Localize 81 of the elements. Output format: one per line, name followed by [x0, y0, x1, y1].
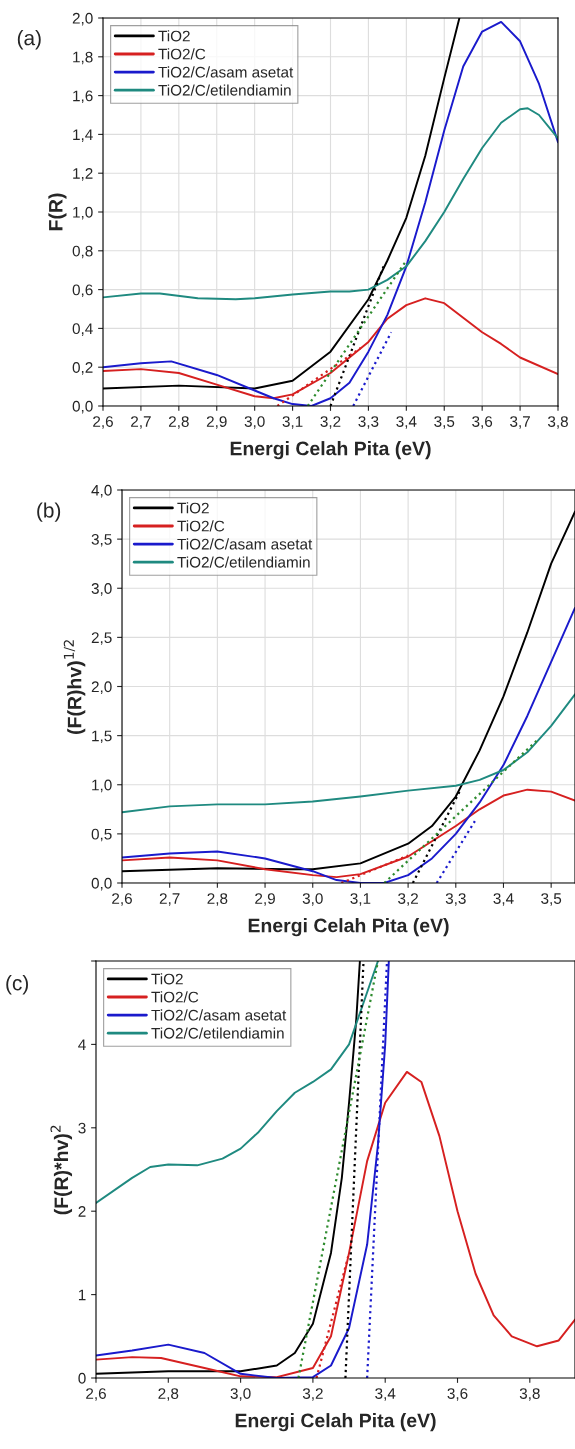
x-tick-label: 2,6 [112, 893, 132, 906]
y-tick-label: 2 [78, 1206, 86, 1217]
text: (a) [17, 30, 41, 50]
x-tick-label: 3,0 [302, 893, 323, 906]
y-axis-title: (F(R)*hv)$^{2}$ [50, 1125, 73, 1215]
y-tick-label: 1,2 [73, 168, 93, 181]
y-tick-label: 1,6 [73, 90, 93, 104]
x-tick-label: 3,1 [350, 893, 371, 906]
x-tick-label: 3,2 [398, 893, 418, 906]
line-series [103, 107, 558, 301]
x-axis-title: Energi Celah Pita (eV) [235, 1413, 436, 1432]
x-tick-label: 3,5 [541, 893, 562, 906]
line-series [122, 693, 575, 814]
y-tick-label: 3,5 [91, 533, 112, 547]
y-tick-label: 1,8 [73, 51, 93, 65]
x-tick-label: 3,1 [282, 416, 303, 429]
legend-label: TiO2/C/etilendiamin [158, 84, 291, 96]
x-tick-label: 3,6 [447, 1388, 468, 1401]
text: (c) [6, 975, 28, 995]
x-tick-label: 2,9 [255, 893, 275, 906]
y-tick-label: 4 [78, 1039, 86, 1050]
legend-label: TiO2/C/etilendiamin [151, 1027, 284, 1039]
x-tick-label: 3,8 [547, 416, 568, 429]
x-tick-label: 2,8 [158, 1388, 179, 1401]
y-tick-label: 0,2 [72, 362, 93, 375]
legend-label: TiO2/C [177, 520, 225, 532]
x-tick-label: 2,9 [206, 416, 227, 429]
line-series [96, 961, 379, 1204]
x-tick-label: 3,4 [396, 416, 417, 429]
x-tick-label: 3,7 [510, 416, 530, 429]
y-tick-label: 0,0 [72, 400, 93, 414]
x-tick-label: 3,0 [230, 1388, 251, 1401]
y-tick-label: 1,5 [92, 730, 112, 744]
x-tick-label: 2,6 [93, 416, 113, 429]
legend-label: TiO2/C/asam asetat [177, 538, 313, 550]
x-tick-label: 3,6 [472, 416, 493, 429]
x-tick-label: 3,2 [302, 1388, 323, 1401]
x-axis-title: Energi Celah Pita (eV) [248, 918, 449, 937]
y-tick-label: 0,5 [91, 828, 112, 842]
x-tick-label: 2,7 [131, 416, 151, 429]
x-tick-label: 3,3 [445, 893, 466, 906]
y-tick-label: 1,4 [73, 129, 93, 142]
x-axis-title: Energi Celah Pita (eV) [230, 441, 431, 460]
y-tick-label: 2,0 [72, 12, 93, 26]
legend-label: TiO2/C/asam asetat [151, 1009, 287, 1021]
x-tick-label: 3,4 [375, 1388, 396, 1401]
y-tick-label: 0,8 [72, 245, 93, 259]
y-tick-label: 0 [78, 1372, 86, 1384]
y-axis-title: (F(R)hv)$^{1/2}$ [63, 640, 86, 734]
y-tick-label: 1 [78, 1289, 86, 1301]
y-tick-label: 0,6 [72, 284, 93, 298]
y-tick-label: 3,0 [91, 583, 112, 596]
y-tick-label: 2,5 [91, 632, 112, 645]
x-tick-label: 3,8 [519, 1388, 540, 1401]
text: (b) [37, 502, 61, 522]
x-tick-label: 3,4 [493, 893, 514, 906]
legend-label: TiO2 [151, 973, 183, 985]
line-series [122, 788, 575, 879]
line-series [103, 20, 558, 406]
x-tick-label: 3,3 [358, 416, 379, 429]
y-tick-label: 0,0 [91, 877, 112, 891]
y-tick-label: 1,0 [92, 779, 112, 793]
x-tick-label: 2,8 [207, 893, 228, 906]
y-tick-label: 4,0 [91, 484, 112, 498]
x-tick-label: 3,5 [434, 416, 455, 429]
legend-label: TiO2 [158, 30, 190, 42]
legend-label: TiO2/C [158, 48, 206, 60]
x-tick-label: 3,0 [244, 416, 265, 429]
legend-label: TiO2/C/etilendiamin [177, 556, 310, 568]
y-axis-title: F(R) [48, 193, 67, 231]
legend-label: TiO2/C [151, 991, 199, 1003]
y-tick-label: 0,4 [72, 323, 93, 336]
x-tick-label: 2,8 [168, 416, 189, 429]
x-tick-label: 2,6 [86, 1388, 106, 1401]
legend-label: TiO2/C/asam asetat [158, 66, 294, 78]
y-tick-label: 2,0 [91, 681, 112, 694]
y-tick-label: 1,0 [73, 206, 93, 220]
x-tick-label: 3,2 [320, 416, 341, 429]
y-tick-label: 3 [78, 1122, 86, 1134]
legend-label: TiO2 [177, 502, 209, 514]
x-tick-label: 2,7 [159, 893, 180, 906]
